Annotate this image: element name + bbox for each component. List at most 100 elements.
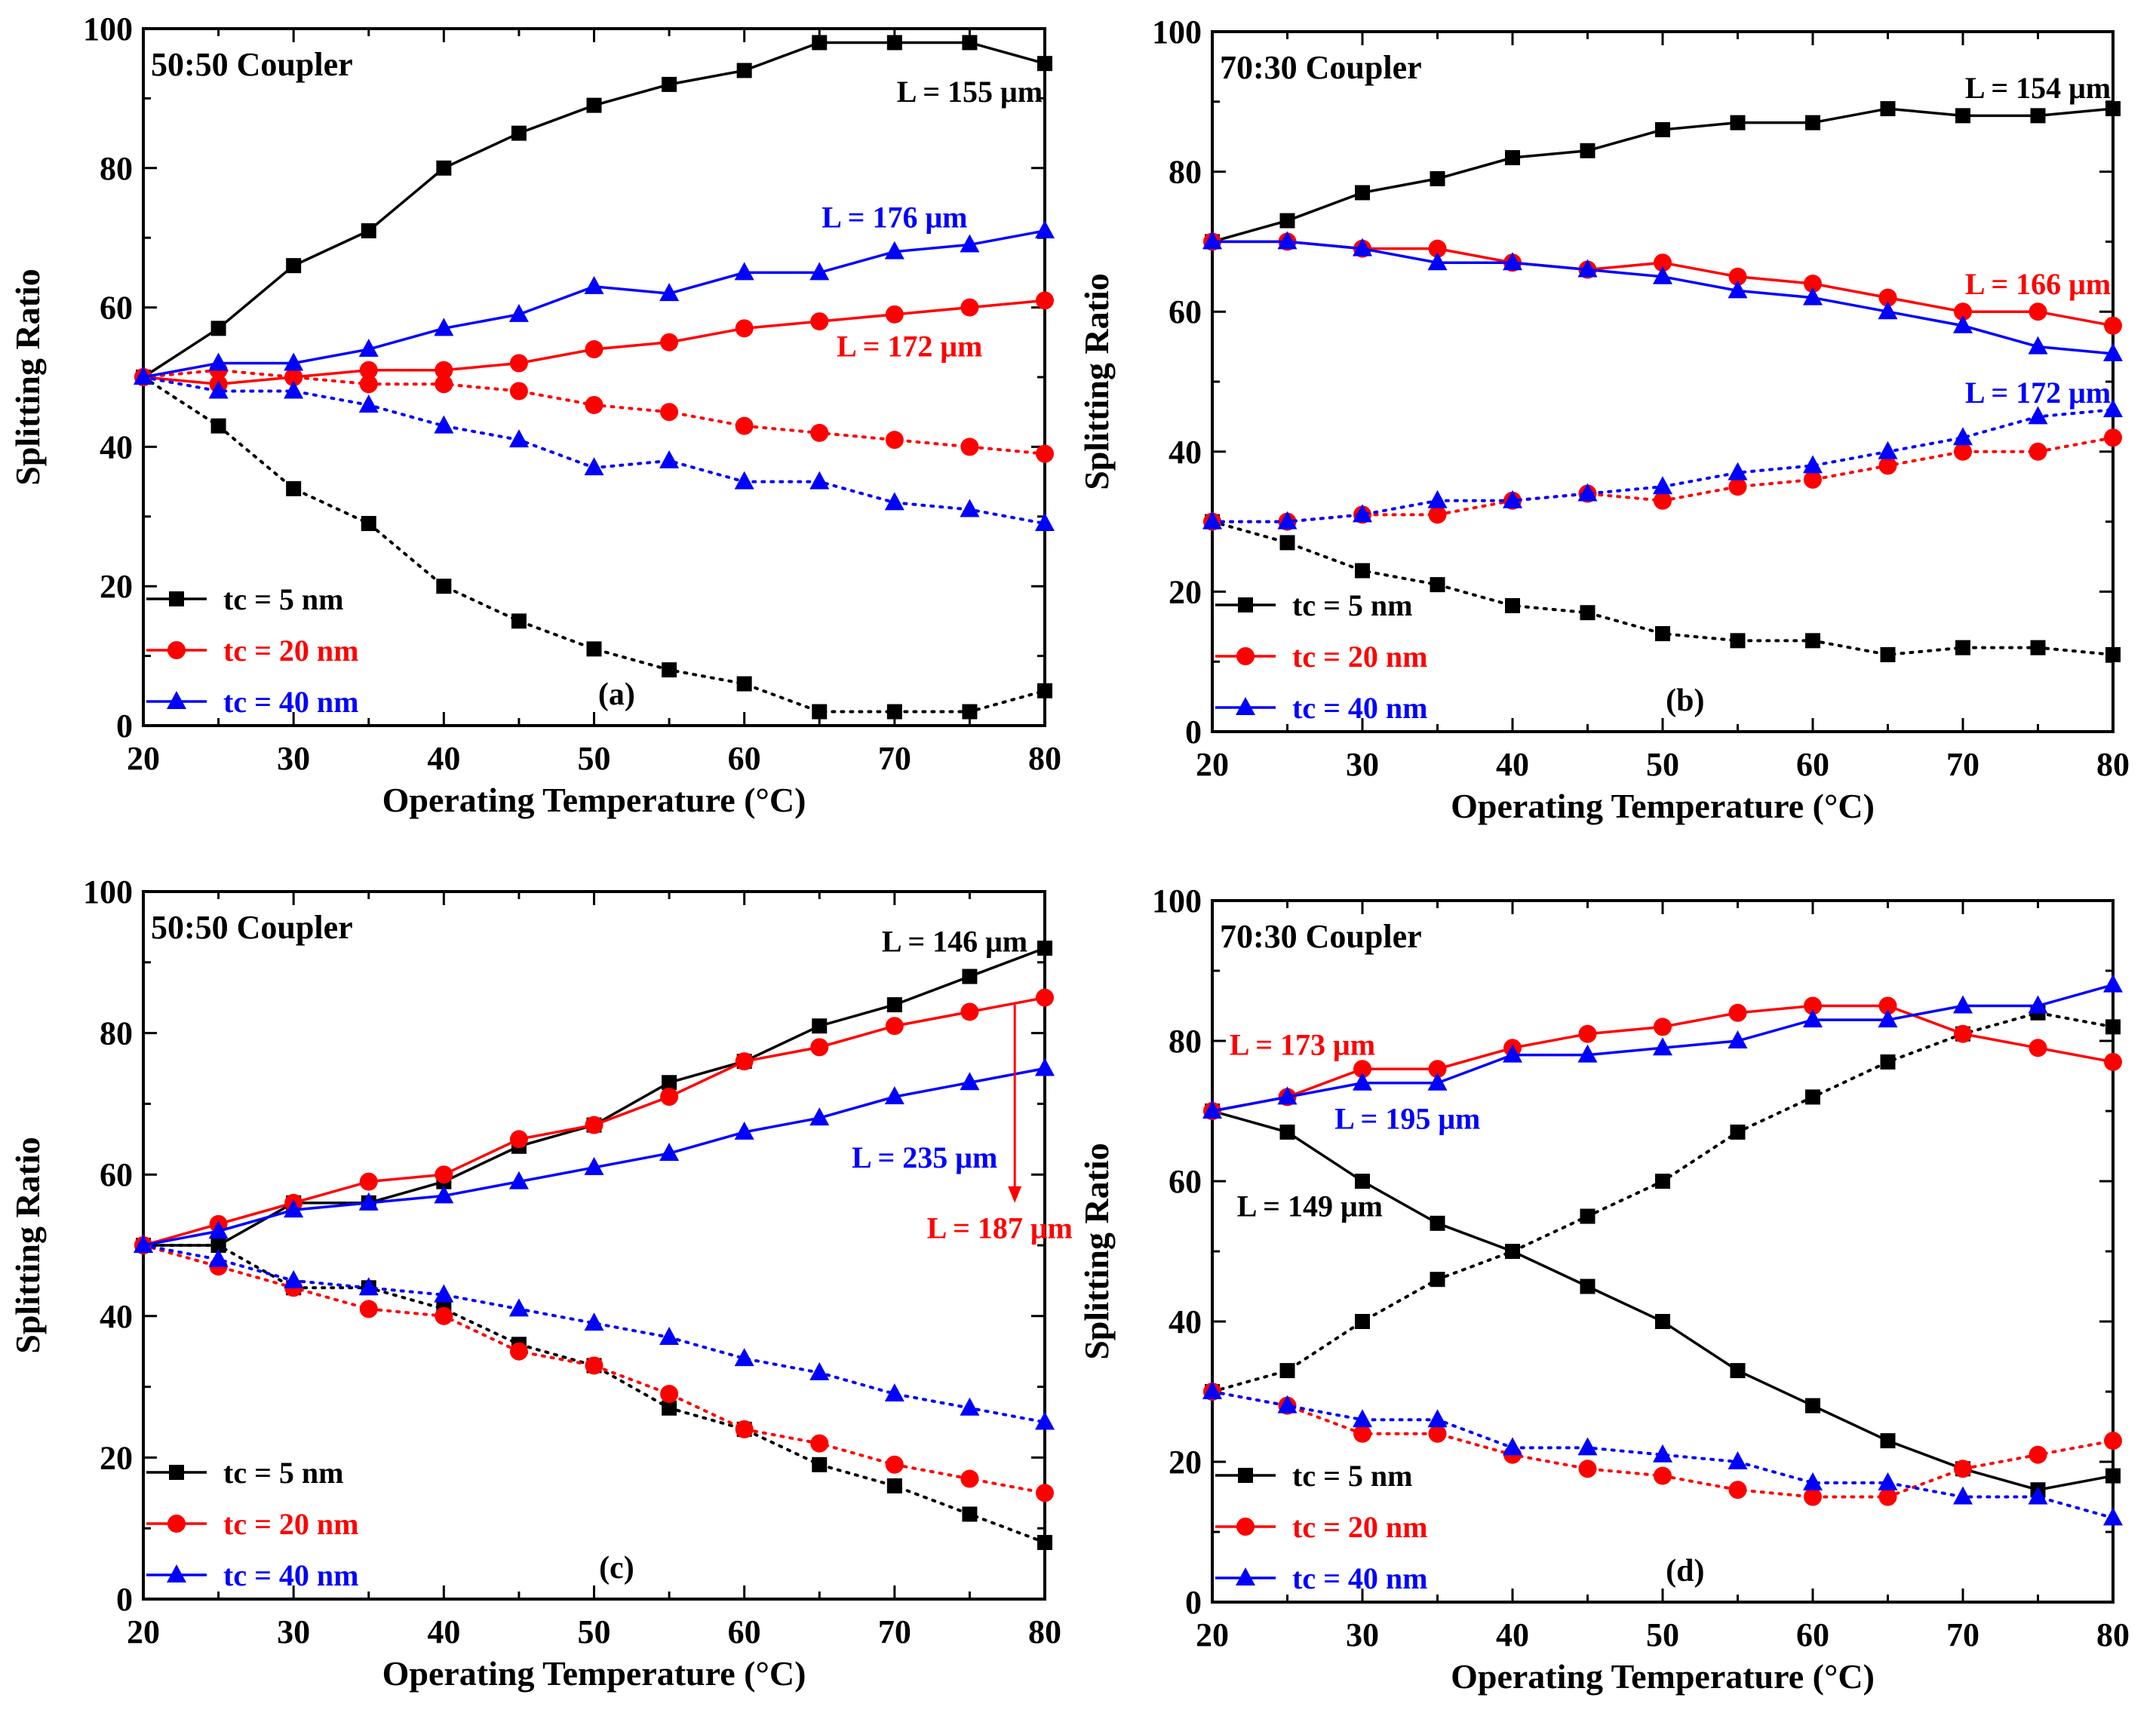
- y-tick-label: 0: [116, 1581, 133, 1618]
- data-point: [284, 1199, 304, 1218]
- x-tick-label: 40: [427, 740, 460, 777]
- data-point: [511, 613, 527, 629]
- data-point: [1803, 455, 1823, 474]
- data-point: [1955, 108, 1970, 124]
- x-tick-label: 70: [878, 740, 911, 777]
- legend-label: tc = 20 nm: [223, 1507, 358, 1541]
- data-point: [208, 352, 229, 371]
- data-point: [1277, 231, 1298, 250]
- data-point: [584, 457, 604, 476]
- data-point: [1878, 996, 1897, 1015]
- data-point: [434, 1185, 454, 1204]
- data-point: [358, 1277, 379, 1296]
- legend-marker: [167, 1564, 186, 1582]
- data-point: [436, 160, 452, 176]
- legend-label: tc = 20 nm: [1292, 640, 1427, 674]
- data-point: [1878, 456, 1897, 475]
- panel-title: 50:50 Coupler: [151, 909, 353, 946]
- data-point: [812, 704, 828, 720]
- data-point: [585, 395, 603, 414]
- data-point: [1654, 1018, 1672, 1036]
- data-point: [735, 319, 754, 338]
- data-point: [358, 339, 379, 358]
- y-axis-title: Splitting Ratio: [1077, 1143, 1116, 1360]
- x-tick-label: 30: [1346, 1616, 1379, 1653]
- data-point: [1577, 1437, 1598, 1456]
- data-point: [736, 63, 752, 78]
- data-point: [284, 1269, 304, 1288]
- data-point: [885, 1017, 904, 1036]
- data-point: [734, 1121, 754, 1140]
- x-tick-label: 60: [728, 740, 761, 777]
- data-point: [960, 437, 979, 456]
- data-point: [2028, 406, 2048, 425]
- data-point: [584, 1156, 604, 1175]
- data-point: [960, 298, 979, 317]
- data-point: [1503, 252, 1522, 271]
- data-point: [208, 1248, 229, 1267]
- data-point: [735, 1052, 754, 1071]
- data-point: [1654, 1466, 1672, 1485]
- data-point: [1730, 1363, 1746, 1379]
- data-point: [2103, 342, 2123, 361]
- data-point: [2105, 646, 2121, 662]
- y-tick-label: 80: [100, 1015, 133, 1052]
- length-annotation: L = 155 μm: [897, 75, 1043, 109]
- data-point: [208, 1220, 229, 1239]
- data-point: [1428, 505, 1447, 524]
- data-point: [1728, 477, 1747, 496]
- y-tick-label: 20: [1169, 1444, 1202, 1481]
- data-point: [584, 275, 604, 294]
- data-point: [509, 382, 528, 401]
- data-point: [885, 431, 904, 450]
- x-tick-label: 80: [2096, 746, 2130, 783]
- x-tick-label: 60: [1796, 1616, 1829, 1653]
- data-point: [662, 76, 677, 92]
- data-point: [659, 1143, 680, 1162]
- data-point: [508, 1298, 529, 1317]
- y-tick-label: 20: [100, 1439, 133, 1476]
- data-point: [1577, 259, 1598, 278]
- data-point: [210, 1238, 226, 1253]
- data-point: [1805, 633, 1820, 649]
- data-point: [509, 1342, 528, 1361]
- data-point: [1728, 1030, 1748, 1048]
- data-point: [1505, 150, 1520, 166]
- panel-title: 70:30 Coupler: [1220, 918, 1422, 955]
- y-axis-title: Splitting Ratio: [8, 269, 47, 486]
- data-point: [1580, 143, 1596, 158]
- legend-label: tc = 20 nm: [223, 634, 358, 668]
- data-point: [1353, 504, 1372, 523]
- data-point: [660, 1088, 679, 1107]
- data-point: [2028, 336, 2048, 355]
- data-point: [1353, 1072, 1372, 1091]
- x-tick-label: 50: [578, 1613, 611, 1650]
- data-point: [1954, 1024, 1972, 1043]
- data-point: [434, 318, 454, 336]
- data-point: [1655, 121, 1670, 137]
- data-point: [1355, 185, 1370, 201]
- data-point: [508, 429, 529, 448]
- legend-label: tc = 5 nm: [223, 582, 343, 616]
- data-point: [2105, 1468, 2121, 1484]
- data-point: [1728, 280, 1748, 299]
- x-tick-label: 70: [1946, 1616, 1979, 1653]
- x-tick-label: 40: [1496, 1616, 1529, 1653]
- data-point: [210, 418, 226, 434]
- length-annotation: L = 146 μm: [882, 925, 1027, 959]
- data-point: [1653, 266, 1672, 284]
- data-point: [2030, 640, 2046, 655]
- series-line-5: [142, 1244, 1046, 1424]
- data-point: [1277, 1086, 1298, 1105]
- data-point: [1279, 213, 1295, 229]
- legend-marker: [167, 691, 186, 709]
- panel-title: 70:30 Coupler: [1220, 49, 1422, 86]
- data-point: [359, 375, 378, 394]
- legend-label: tc = 40 nm: [1292, 691, 1427, 725]
- data-point: [361, 223, 376, 238]
- data-point: [2029, 1445, 2047, 1464]
- data-point: [1427, 1409, 1448, 1428]
- data-point: [1035, 1057, 1055, 1076]
- data-point: [662, 662, 677, 678]
